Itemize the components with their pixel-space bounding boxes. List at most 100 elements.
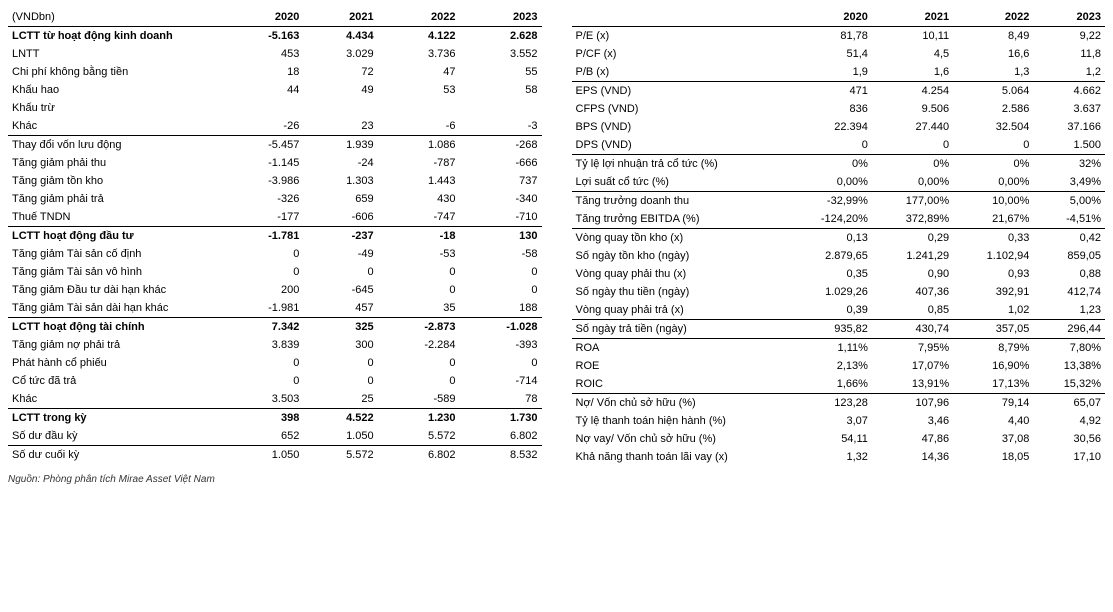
cell-value: 47 — [378, 63, 460, 81]
cell-value: 79,14 — [953, 394, 1033, 413]
cell-value: 0% — [953, 155, 1033, 174]
cell-value: 836 — [785, 100, 872, 118]
row-label: Tăng giảm phải thu — [8, 154, 221, 172]
cell-value: -340 — [460, 190, 542, 208]
cell-value: 1.241,29 — [872, 247, 953, 265]
cell-value: 372,89% — [872, 210, 953, 229]
cell-value: 188 — [460, 299, 542, 318]
cell-value: -24 — [303, 154, 377, 172]
unit-header: (VNDbn) — [8, 8, 221, 27]
cell-value: 0 — [460, 263, 542, 281]
cell-value: 4.122 — [378, 27, 460, 46]
cell-value: 1,66% — [785, 375, 872, 394]
header-row: (VNDbn) 2020 2021 2022 2023 — [8, 8, 542, 27]
cell-value: -6 — [378, 117, 460, 136]
cell-value: 0 — [460, 354, 542, 372]
cell-value: 3.552 — [460, 45, 542, 63]
table-row: Khác3.50325-58978 — [8, 390, 542, 409]
cell-value: 47,86 — [872, 430, 953, 448]
cell-value: 1.939 — [303, 136, 377, 155]
cell-value: 412,74 — [1033, 283, 1105, 301]
table-row: Khấu hao44495358 — [8, 81, 542, 99]
table-row: ROA1,11%7,95%8,79%7,80% — [572, 339, 1106, 358]
row-label: BPS (VND) — [572, 118, 785, 136]
cell-value: 0 — [378, 263, 460, 281]
source-note: Nguồn: Phòng phân tích Mirae Asset Việt … — [8, 474, 1105, 485]
cell-value: 65,07 — [1033, 394, 1105, 413]
row-label: Số ngày tồn kho (ngày) — [572, 247, 785, 265]
cell-value: 392,91 — [953, 283, 1033, 301]
cell-value: 7,80% — [1033, 339, 1105, 358]
table-row: Tăng giảm Đầu tư dài hạn khác200-64500 — [8, 281, 542, 299]
table-row: ROIC1,66%13,91%17,13%15,32% — [572, 375, 1106, 394]
cell-value: 78 — [460, 390, 542, 409]
cell-value: 398 — [221, 409, 303, 428]
table-row: Tăng giảm phải trả-326659430-340 — [8, 190, 542, 208]
table-row: Thay đổi vốn lưu động-5.4571.9391.086-26… — [8, 136, 542, 155]
table-row: Vòng quay phải thu (x)0,350,900,930,88 — [572, 265, 1106, 283]
table-row: LCTT trong kỳ3984.5221.2301.730 — [8, 409, 542, 428]
cell-value: 14,36 — [872, 448, 953, 466]
table-row: LCTT hoạt động tài chính7.342325-2.873-1… — [8, 318, 542, 337]
cell-value: 32.504 — [953, 118, 1033, 136]
cell-value: 16,6 — [953, 45, 1033, 63]
row-label: Nợ/ Vốn chủ sở hữu (%) — [572, 394, 785, 413]
cell-value: -5.163 — [221, 27, 303, 46]
table-row: Vòng quay phải trả (x)0,390,851,021,23 — [572, 301, 1106, 320]
cell-value: -3.986 — [221, 172, 303, 190]
year-header: 2023 — [1033, 8, 1105, 27]
cell-value: 0,00% — [872, 173, 953, 192]
row-label: CFPS (VND) — [572, 100, 785, 118]
row-label: Khác — [8, 390, 221, 409]
cell-value: 457 — [303, 299, 377, 318]
row-label: Thuế TNDN — [8, 208, 221, 227]
cell-value: 1.102,94 — [953, 247, 1033, 265]
row-label: Chi phí không bằng tiền — [8, 63, 221, 81]
table-row: Cổ tức đã trả000-714 — [8, 372, 542, 390]
row-label: EPS (VND) — [572, 82, 785, 101]
table-row: Tăng trưởng doanh thu-32,99%177,00%10,00… — [572, 192, 1106, 211]
cell-value: 0,35 — [785, 265, 872, 283]
cell-value: -2.873 — [378, 318, 460, 337]
cell-value: -1.981 — [221, 299, 303, 318]
row-label: LCTT hoạt động đầu tư — [8, 227, 221, 246]
cell-value: -177 — [221, 208, 303, 227]
row-label: Thay đổi vốn lưu động — [8, 136, 221, 155]
row-label: Phát hành cổ phiếu — [8, 354, 221, 372]
cell-value: 4,5 — [872, 45, 953, 63]
cell-value: 2.628 — [460, 27, 542, 46]
year-header: 2022 — [953, 8, 1033, 27]
table-row: P/E (x)81,7810,118,499,22 — [572, 27, 1106, 46]
cell-value: 0 — [221, 245, 303, 263]
cell-value: -5.457 — [221, 136, 303, 155]
cell-value: 1.230 — [378, 409, 460, 428]
cell-value: -58 — [460, 245, 542, 263]
cell-value: 11,8 — [1033, 45, 1105, 63]
table-row: Tăng giảm Tài sản dài hạn khác-1.9814573… — [8, 299, 542, 318]
cell-value: 49 — [303, 81, 377, 99]
cell-value: 4.254 — [872, 82, 953, 101]
cell-value: -747 — [378, 208, 460, 227]
cell-value: 8.532 — [460, 446, 542, 465]
cell-value: 430,74 — [872, 320, 953, 339]
year-header: 2020 — [785, 8, 872, 27]
cell-value: -2.284 — [378, 336, 460, 354]
cell-value: 10,11 — [872, 27, 953, 46]
year-header: 2020 — [221, 8, 303, 27]
row-label: Tăng trưởng doanh thu — [572, 192, 785, 211]
cell-value: 0,90 — [872, 265, 953, 283]
row-label: Vòng quay phải thu (x) — [572, 265, 785, 283]
row-label: Số dư cuối kỳ — [8, 446, 221, 465]
cell-value: 18 — [221, 63, 303, 81]
row-label: LCTT từ hoạt động kinh doanh — [8, 27, 221, 46]
table-row: Khấu trừ — [8, 99, 542, 117]
cell-value: 27.440 — [872, 118, 953, 136]
cell-value: 0 — [953, 136, 1033, 155]
cell-value: 3,49% — [1033, 173, 1105, 192]
cell-value: 0,29 — [872, 229, 953, 248]
table-row: Tăng trưởng EBITDA (%)-124,20%372,89%21,… — [572, 210, 1106, 229]
cell-value: 3,07 — [785, 412, 872, 430]
table-row: Khác-2623-6-3 — [8, 117, 542, 136]
table-row: CFPS (VND)8369.5062.5863.637 — [572, 100, 1106, 118]
cell-value: 0,33 — [953, 229, 1033, 248]
